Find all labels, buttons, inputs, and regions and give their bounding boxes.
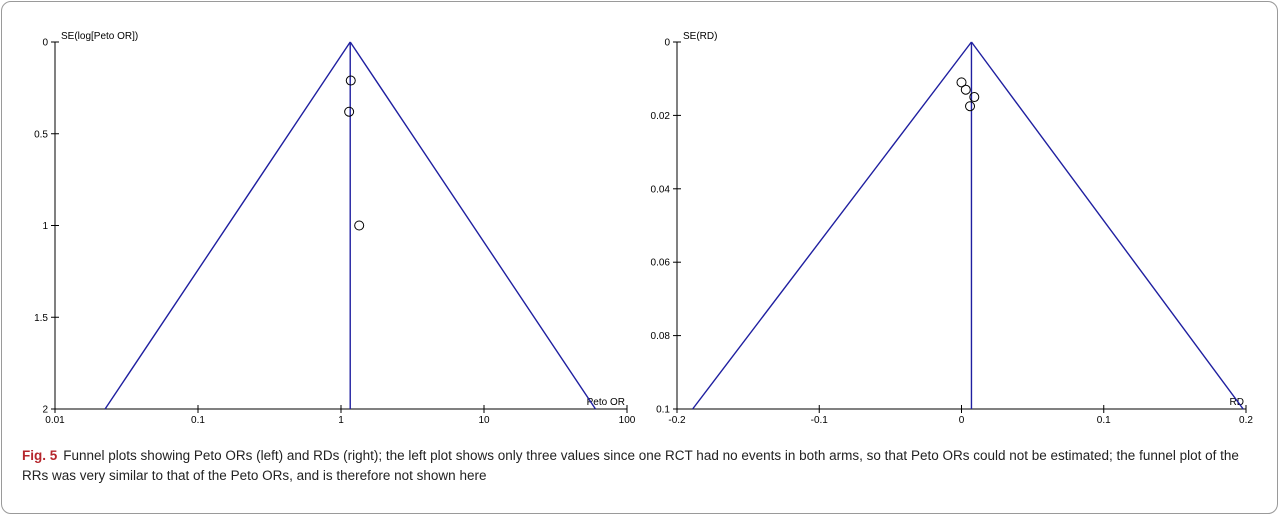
y-axis-title: SE(RD) [683,31,717,42]
funnel-plot-peto-or: 0 0.5 1 1.5 20.01 0.1 1 10 100 SE(log[Peto OR]) Pe… [34,31,636,426]
x-tick-label: -0.2 [668,415,686,426]
x-tick-label: 0.2 [1239,415,1253,426]
x-tick-label: 0.1 [1097,415,1111,426]
figure-caption-text: Funnel plots showing Peto ORs (left) and… [22,448,1239,483]
y-tick-label: 0.5 [34,129,48,140]
y-tick-label: 0.1 [656,405,670,416]
x-tick-label: 0 [959,415,965,426]
figure-caption: Fig. 5 Funnel plots showing Peto ORs (lef… [22,446,1262,486]
y-tick-label: 0.02 [651,111,671,122]
x-axis-title: Peto OR [587,397,625,408]
y-tick-label: 1 [42,221,48,232]
figure-label: Fig. 5 [22,448,58,463]
x-tick-label: 0.01 [45,415,65,426]
x-tick-label: 0.1 [191,415,205,426]
y-tick-label: 0.04 [651,184,671,195]
y-tick-label: 0 [664,38,670,49]
x-tick-label: 100 [619,415,636,426]
y-tick-label: 2 [42,405,48,416]
y-axis-title: SE(log[Peto OR]) [61,31,138,42]
y-tick-label: 1.5 [34,313,48,324]
study-point [956,77,967,88]
study-point [960,84,971,95]
y-tick-label: 0.06 [651,258,671,269]
funnel-left-line [104,41,351,410]
study-point [969,92,980,103]
study-point [965,101,976,112]
study-point [344,106,355,117]
funnel-right-line [970,41,1244,410]
x-tick-label: 10 [478,415,490,426]
funnel-left-line [692,41,973,410]
funnel-right-line [349,41,597,410]
y-tick-label: 0 [42,38,48,49]
funnel-plots: 0 0.5 1 1.5 20.01 0.1 1 10 100 SE(log[Peto OR]) Pe… [34,31,1254,426]
study-point [345,75,356,86]
funnel-plot-rd: 00.020.040.060.080.1-0.2 -0.1 0 0.1 0.2SE(RD… [651,31,1254,426]
x-tick-label: -0.1 [811,415,829,426]
study-point [354,220,365,231]
y-tick-label: 0.08 [651,331,671,342]
x-tick-label: 1 [338,415,344,426]
x-axis-title: RD [1230,397,1244,408]
